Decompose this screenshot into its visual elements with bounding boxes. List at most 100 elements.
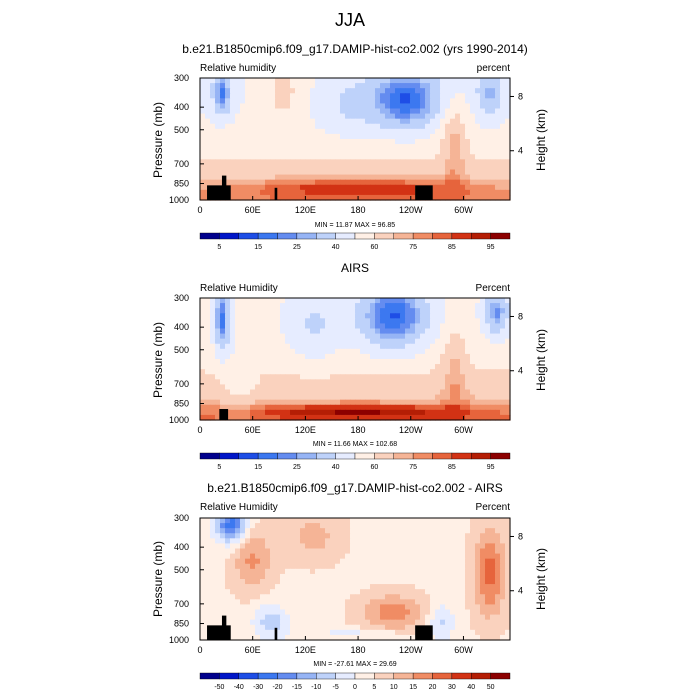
heatmap-cell	[390, 313, 396, 319]
heatmap-cell	[240, 318, 246, 325]
heatmap-cell	[505, 568, 511, 575]
heatmap-cell	[260, 619, 266, 626]
heatmap-cell	[470, 533, 476, 539]
heatmap-cell	[230, 348, 236, 355]
heatmap-cell	[465, 599, 471, 606]
heatmap-cell	[250, 323, 256, 330]
heatmap-cell	[310, 83, 316, 89]
heatmap-cell	[200, 298, 206, 304]
heatmap-cell	[320, 594, 326, 600]
heatmap-cell	[245, 298, 251, 304]
heatmap-cell	[475, 563, 481, 570]
heatmap-cell	[380, 528, 386, 534]
heatmap-cell	[250, 83, 256, 89]
heatmap-cell	[245, 614, 251, 621]
heatmap-cell	[205, 594, 211, 600]
heatmap-cell	[300, 189, 306, 196]
heatmap-cell	[370, 624, 376, 631]
heatmap-cell	[355, 584, 361, 590]
heatmap-cell	[235, 174, 241, 181]
heatmap-cell	[385, 568, 391, 575]
heatmap-cell	[330, 159, 336, 166]
heatmap-cell	[350, 359, 356, 365]
heatmap-cell	[285, 533, 291, 539]
heatmap-cell	[305, 113, 311, 120]
colorbar: -50 -40 -30 -20 -15 -10 -5 0 5 10 15 20 30 40 50	[199, 672, 511, 691]
heatmap-cell	[410, 98, 416, 105]
heatmap-cell	[340, 634, 346, 641]
heatmap-cell	[200, 409, 206, 416]
heatmap-cell	[235, 194, 241, 201]
heatmap-cell	[240, 118, 246, 125]
heatmap-cell	[285, 113, 291, 120]
heatmap-cell	[280, 404, 286, 411]
heatmap-cell	[320, 308, 326, 314]
heatmap-cell	[495, 323, 501, 330]
heatmap-cell	[360, 629, 366, 636]
heatmap-cell	[200, 139, 206, 145]
heatmap-cell	[465, 98, 471, 105]
heatmap-cell	[465, 584, 471, 590]
heatmap-cell	[415, 133, 421, 140]
heatmap-cell	[260, 323, 266, 330]
heatmap-cell	[360, 328, 366, 335]
heatmap-cell	[460, 553, 466, 560]
heatmap-cell	[335, 538, 341, 545]
heatmap-cell	[435, 533, 441, 539]
heatmap-cell	[355, 563, 361, 570]
heatmap-cell	[265, 194, 271, 201]
heatmap-cell	[250, 619, 256, 626]
heatmap-cell	[400, 389, 406, 396]
heatmap-cell	[425, 103, 431, 110]
heatmap-cell	[435, 369, 441, 375]
heatmap-cell	[300, 144, 306, 150]
heatmap-cell	[270, 313, 276, 319]
heatmap-cell	[355, 303, 361, 309]
heatmap-cell	[255, 118, 261, 125]
heatmap-cell	[370, 518, 376, 524]
heatmap-cell	[245, 543, 251, 550]
heatmap-cell	[420, 609, 426, 616]
colorbar-label: 60	[370, 464, 378, 471]
heatmap-cell	[465, 359, 471, 365]
heatmap-cell	[435, 394, 441, 401]
heatmap-cell	[505, 179, 511, 186]
heatmap-cell	[320, 303, 326, 309]
heatmap-cell	[220, 139, 226, 145]
heatmap-cell	[260, 308, 266, 314]
heatmap-cell	[445, 303, 451, 309]
heatmap-cell	[310, 624, 316, 631]
heatmap-cell	[280, 374, 286, 380]
colorbar-label: 75	[409, 464, 417, 471]
heatmap-cell	[450, 563, 456, 570]
heatmap-cell	[280, 594, 286, 600]
heatmap-cell	[500, 364, 506, 370]
heatmap-cell	[415, 83, 421, 89]
heatmap-cell	[295, 374, 301, 380]
heatmap-cell	[450, 589, 456, 595]
heatmap-cell	[330, 404, 336, 411]
heatmap-cell	[235, 359, 241, 365]
heatmap-cell	[455, 399, 461, 406]
heatmap-cell	[445, 584, 451, 590]
heatmap-cell	[280, 573, 286, 580]
heatmap-cell	[430, 174, 436, 181]
heatmap-cell	[485, 184, 491, 191]
heatmap-cell	[455, 548, 461, 555]
heatmap-cell	[415, 343, 421, 350]
heatmap-cell	[225, 599, 231, 606]
heatmap-cell	[415, 298, 421, 304]
heatmap-cell	[400, 353, 406, 360]
heatmap-cell	[240, 189, 246, 196]
heatmap-cell	[250, 298, 256, 304]
heatmap-cell	[205, 364, 211, 370]
heatmap-cell	[405, 353, 411, 360]
heatmap-cell	[435, 154, 441, 160]
heatmap-cell	[480, 88, 486, 94]
heatmap-cell	[225, 149, 231, 155]
heatmap-cell	[475, 568, 481, 575]
heatmap-cell	[370, 374, 376, 380]
heatmap-cell	[325, 133, 331, 140]
heatmap-cell	[350, 543, 356, 550]
heatmap-cell	[385, 154, 391, 160]
